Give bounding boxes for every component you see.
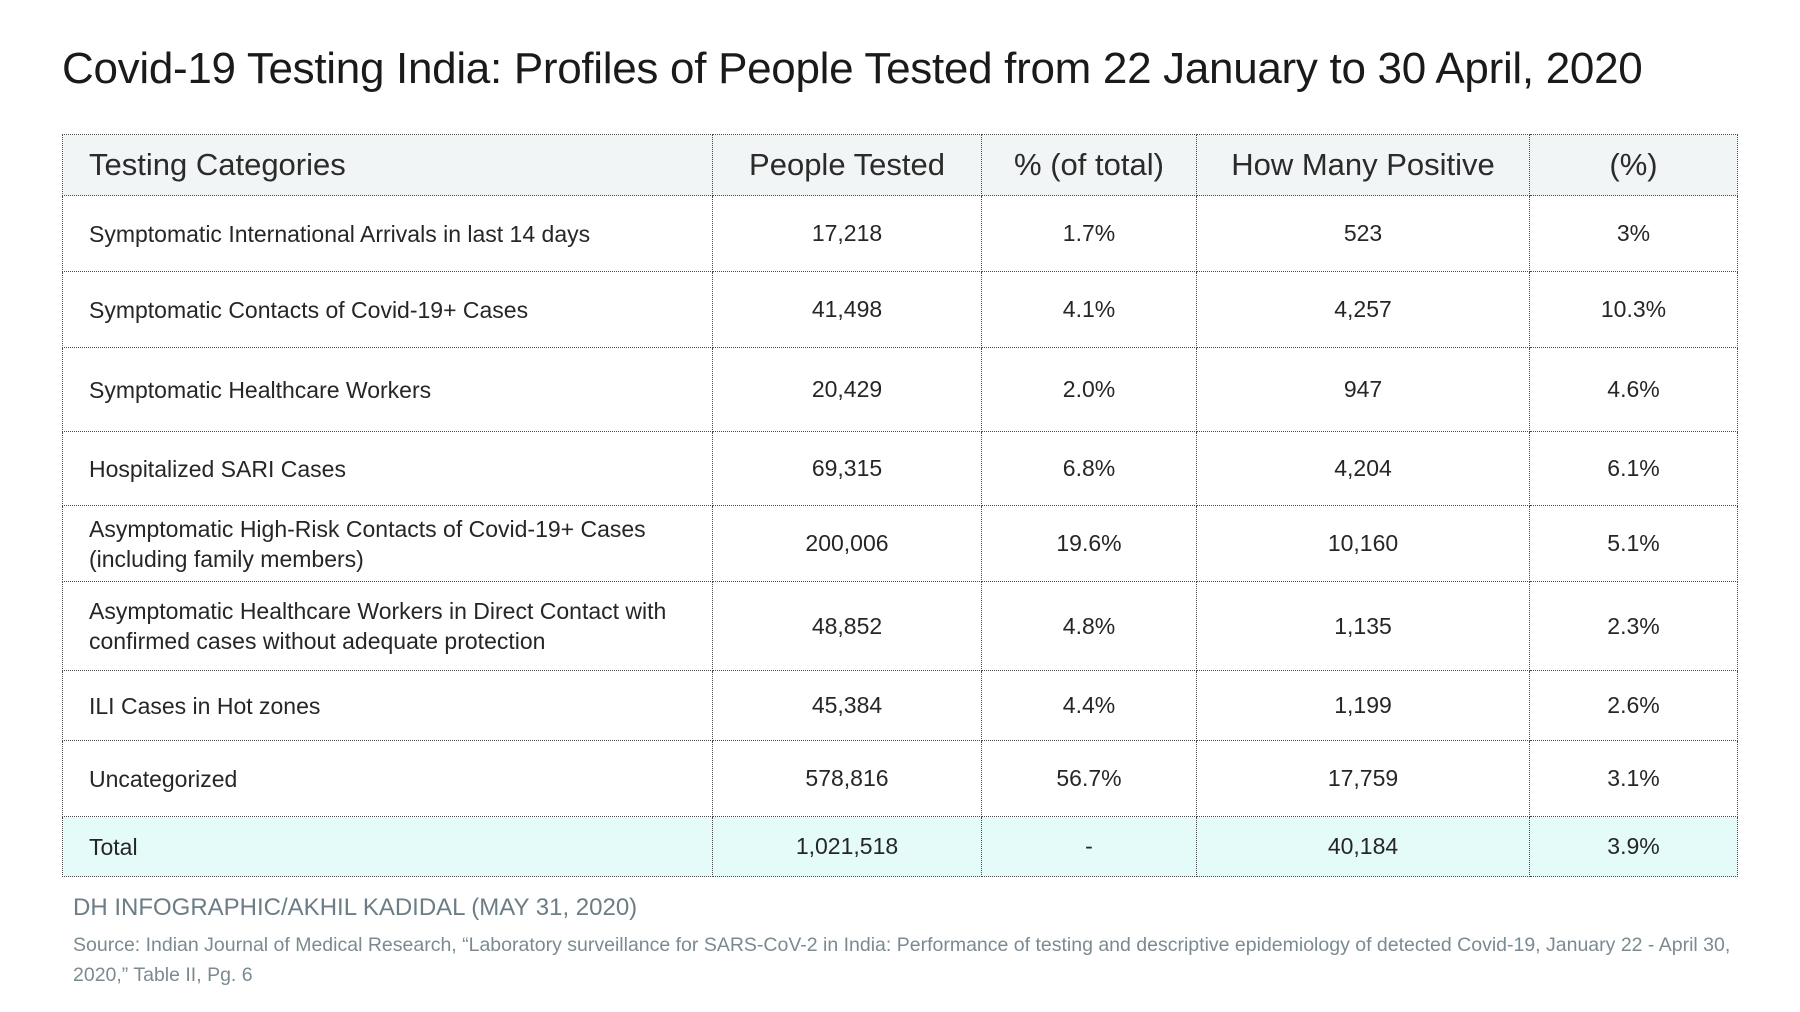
category-cell: Symptomatic Contacts of Covid-19+ Cases [62, 271, 713, 348]
positive-cell: 10,160 [1196, 505, 1530, 582]
table-header-row: Testing Categories People Tested % (of t… [62, 134, 1738, 196]
people-tested-cell: 17,218 [712, 195, 982, 272]
infographic-credit: DH INFOGRAPHIC/AKHIL KADIDAL (MAY 31, 20… [73, 894, 638, 921]
people-tested-cell: 69,315 [712, 431, 982, 506]
percent-total-cell: 2.0% [981, 347, 1197, 432]
percent-positive-cell: 6.1% [1529, 431, 1738, 506]
percent-positive-cell: 2.6% [1529, 670, 1738, 741]
column-header-category: Testing Categories [62, 134, 713, 196]
table-row: Hospitalized SARI Cases 69,315 6.8% 4,20… [62, 431, 1738, 506]
positive-cell: 4,257 [1196, 271, 1530, 348]
people-tested-cell: 20,429 [712, 347, 982, 432]
percent-positive-cell: 2.3% [1529, 581, 1738, 671]
percent-total-cell: 1.7% [981, 195, 1197, 272]
table-row: Symptomatic International Arrivals in la… [62, 195, 1738, 272]
percent-positive-cell: 3.1% [1529, 740, 1738, 817]
percent-positive-cell: 5.1% [1529, 505, 1738, 582]
table-row: Symptomatic Contacts of Covid-19+ Cases … [62, 271, 1738, 348]
column-header-people-tested: People Tested [712, 134, 982, 196]
positive-cell: 947 [1196, 347, 1530, 432]
percent-total-cell: 6.8% [981, 431, 1197, 506]
total-percent-positive: 3.9% [1529, 816, 1738, 877]
total-percent-total: - [981, 816, 1197, 877]
positive-cell: 1,135 [1196, 581, 1530, 671]
percent-positive-cell: 3% [1529, 195, 1738, 272]
table-row: Uncategorized 578,816 56.7% 17,759 3.1% [62, 740, 1738, 817]
total-positive: 40,184 [1196, 816, 1530, 877]
people-tested-cell: 578,816 [712, 740, 982, 817]
column-header-percent-total: % (of total) [981, 134, 1197, 196]
percent-total-cell: 4.8% [981, 581, 1197, 671]
percent-positive-cell: 10.3% [1529, 271, 1738, 348]
percent-total-cell: 4.1% [981, 271, 1197, 348]
positive-cell: 17,759 [1196, 740, 1530, 817]
table-row: Asymptomatic High-Risk Contacts of Covid… [62, 505, 1738, 582]
table-row: Asymptomatic Healthcare Workers in Direc… [62, 581, 1738, 671]
table-row: ILI Cases in Hot zones 45,384 4.4% 1,199… [62, 670, 1738, 741]
people-tested-cell: 41,498 [712, 271, 982, 348]
category-cell: Symptomatic International Arrivals in la… [62, 195, 713, 272]
people-tested-cell: 45,384 [712, 670, 982, 741]
positive-cell: 1,199 [1196, 670, 1530, 741]
testing-table: Testing Categories People Tested % (of t… [62, 134, 1738, 877]
percent-total-cell: 19.6% [981, 505, 1197, 582]
total-row: Total 1,021,518 - 40,184 3.9% [62, 816, 1738, 877]
column-header-positive: How Many Positive [1196, 134, 1530, 196]
table-row: Symptomatic Healthcare Workers 20,429 2.… [62, 347, 1738, 432]
category-cell: Asymptomatic Healthcare Workers in Direc… [62, 581, 713, 671]
total-people-tested: 1,021,518 [712, 816, 982, 877]
people-tested-cell: 200,006 [712, 505, 982, 582]
source-note: Source: Indian Journal of Medical Resear… [73, 934, 1731, 986]
total-label: Total [62, 816, 713, 877]
percent-positive-cell: 4.6% [1529, 347, 1738, 432]
category-cell: Hospitalized SARI Cases [62, 431, 713, 506]
page-title: Covid-19 Testing India: Profiles of Peop… [62, 44, 1643, 93]
category-cell: Uncategorized [62, 740, 713, 817]
percent-total-cell: 56.7% [981, 740, 1197, 817]
category-cell: Symptomatic Healthcare Workers [62, 347, 713, 432]
positive-cell: 523 [1196, 195, 1530, 272]
column-header-percent-positive: (%) [1529, 134, 1738, 196]
category-cell: Asymptomatic High-Risk Contacts of Covid… [62, 505, 713, 582]
category-cell: ILI Cases in Hot zones [62, 670, 713, 741]
percent-total-cell: 4.4% [981, 670, 1197, 741]
people-tested-cell: 48,852 [712, 581, 982, 671]
positive-cell: 4,204 [1196, 431, 1530, 506]
